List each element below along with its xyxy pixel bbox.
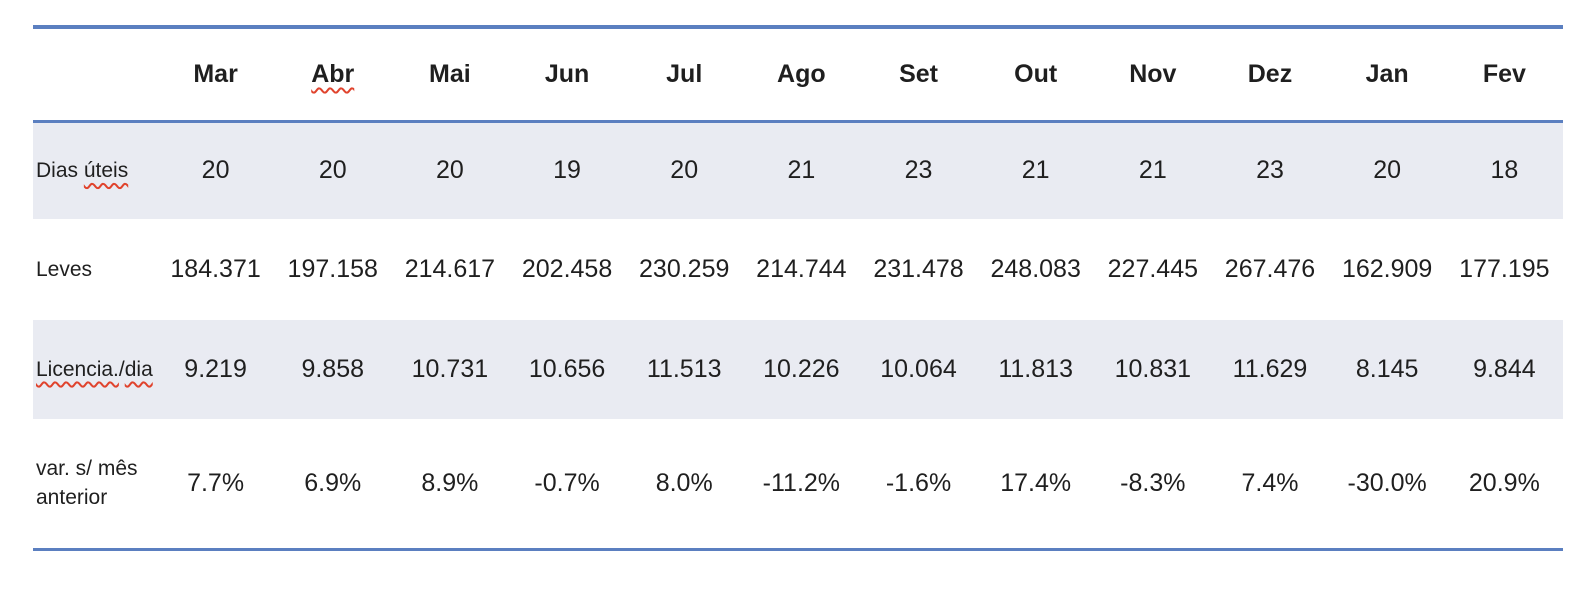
month-header-fev: Fev <box>1445 25 1563 123</box>
value-cell: 11.629 <box>1232 355 1308 383</box>
value-cell: 267.476 <box>1224 255 1316 283</box>
row-label-leves: Leves <box>33 219 157 320</box>
row-label-text: Leves <box>36 258 93 281</box>
month-header-ago: Ago <box>742 25 860 123</box>
month-label: Dez <box>1247 59 1293 88</box>
value-cell: 214.744 <box>756 255 847 283</box>
value-cell: 10.064 <box>880 355 957 383</box>
value-cell: 19 <box>553 156 581 185</box>
row-label-text: Dias <box>36 159 84 183</box>
value-cell: 7.7% <box>157 419 275 551</box>
month-label: Jan <box>1365 59 1409 88</box>
value-cell: 20 <box>670 156 699 185</box>
month-header-out: Out <box>977 25 1095 123</box>
month-header-dez: Dez <box>1211 25 1329 123</box>
header-row: Mar Abr Mai Jun Jul Ago Set Out Nov Dez … <box>33 25 1563 123</box>
row-dias-uteis: Dias úteis 20 20 20 19 20 21 23 21 21 23… <box>33 121 1563 219</box>
month-header-nov: Nov <box>1094 25 1212 123</box>
value-cell: 9.858 <box>301 355 365 383</box>
value-cell: 6.9% <box>274 419 392 551</box>
value-cell: 11.813 <box>998 355 1073 383</box>
value-cell: -1.6% <box>859 419 978 551</box>
value-cell: 8.0% <box>625 419 743 551</box>
value-cell: 177.195 <box>1459 255 1550 283</box>
value-cell: 202.458 <box>521 255 613 283</box>
value-cell: -30.0% <box>1328 419 1446 551</box>
value-cell: 162.909 <box>1341 255 1433 283</box>
month-label: Jul <box>666 59 703 88</box>
value-cell: 197.158 <box>287 255 378 283</box>
misspelled-text: Licencia. <box>36 358 119 381</box>
value-cell: 20 <box>201 156 230 185</box>
value-cell: 21 <box>787 156 816 185</box>
row-licenciamentos-dia: Licencia./dia 9.219 9.858 10.731 10.656 … <box>33 320 1563 419</box>
value-cell: 20 <box>1373 156 1402 185</box>
value-cell: 23 <box>904 156 933 185</box>
month-header-jul: Jul <box>625 25 743 123</box>
corner-cell <box>33 25 157 123</box>
value-cell: 9.219 <box>184 355 247 383</box>
value-cell: 214.617 <box>404 255 496 283</box>
value-cell: 9.844 <box>1473 355 1536 383</box>
month-label: Mai <box>429 59 471 88</box>
month-header-set: Set <box>859 25 978 123</box>
value-cell: 20 <box>435 156 464 185</box>
value-cell: 11.513 <box>646 355 722 383</box>
value-cell: 20.9% <box>1445 419 1563 551</box>
row-var-mes-anterior: var. s/ mês anterior 7.7% 6.9% 8.9% -0.7… <box>33 419 1563 551</box>
value-cell: 17.4% <box>977 419 1095 551</box>
value-cell: 20 <box>318 156 347 185</box>
misspelled-text: úteis <box>83 159 129 183</box>
month-label: Out <box>1014 59 1058 88</box>
month-header-mar: Mar <box>157 25 275 123</box>
value-cell: 10.731 <box>411 355 489 383</box>
month-label: Fev <box>1482 59 1526 88</box>
row-label-licenciamentos-dia: Licencia./dia <box>33 320 157 419</box>
month-header-jun: Jun <box>508 25 626 123</box>
misspelled-text: dia <box>124 358 153 381</box>
row-leves: Leves 184.371 197.158 214.617 202.458 23… <box>33 219 1563 320</box>
value-cell: -0.7% <box>508 419 626 551</box>
value-cell: 23 <box>1256 156 1284 185</box>
value-cell: 7.4% <box>1211 419 1329 551</box>
row-label-text: / <box>118 358 125 381</box>
row-label-text: var. s/ mês anterior <box>36 457 138 510</box>
month-header-jan: Jan <box>1328 25 1446 123</box>
month-label: Mar <box>193 59 238 88</box>
month-label: Set <box>899 59 938 88</box>
value-cell: 21 <box>1021 156 1050 185</box>
value-cell: 8.145 <box>1355 355 1419 383</box>
month-header-mai: Mai <box>391 25 509 123</box>
value-cell: 184.371 <box>170 255 261 283</box>
value-cell: 10.656 <box>528 355 606 383</box>
value-cell: 10.831 <box>1114 355 1192 383</box>
month-label: Ago <box>777 59 826 88</box>
value-cell: 248.083 <box>990 255 1081 283</box>
value-cell: 8.9% <box>391 419 509 551</box>
month-label-misspelled: Abr <box>311 59 355 88</box>
row-label-dias-uteis: Dias úteis <box>33 121 157 219</box>
monthly-metrics-table: Mar Abr Mai Jun Jul Ago Set Out Nov Dez … <box>33 25 1563 551</box>
value-cell: 21 <box>1138 156 1167 185</box>
row-label-var-mes-anterior: var. s/ mês anterior <box>33 419 157 551</box>
value-cell: -11.2% <box>742 419 860 551</box>
month-label: Nov <box>1129 59 1177 88</box>
value-cell: -8.3% <box>1094 419 1212 551</box>
month-label: Jun <box>544 59 590 88</box>
value-cell: 10.226 <box>763 355 840 383</box>
value-cell: 231.478 <box>873 255 964 283</box>
value-cell: 227.445 <box>1107 255 1199 283</box>
value-cell: 18 <box>1490 156 1519 185</box>
value-cell: 230.259 <box>639 255 730 283</box>
month-header-abr: Abr <box>274 25 392 123</box>
